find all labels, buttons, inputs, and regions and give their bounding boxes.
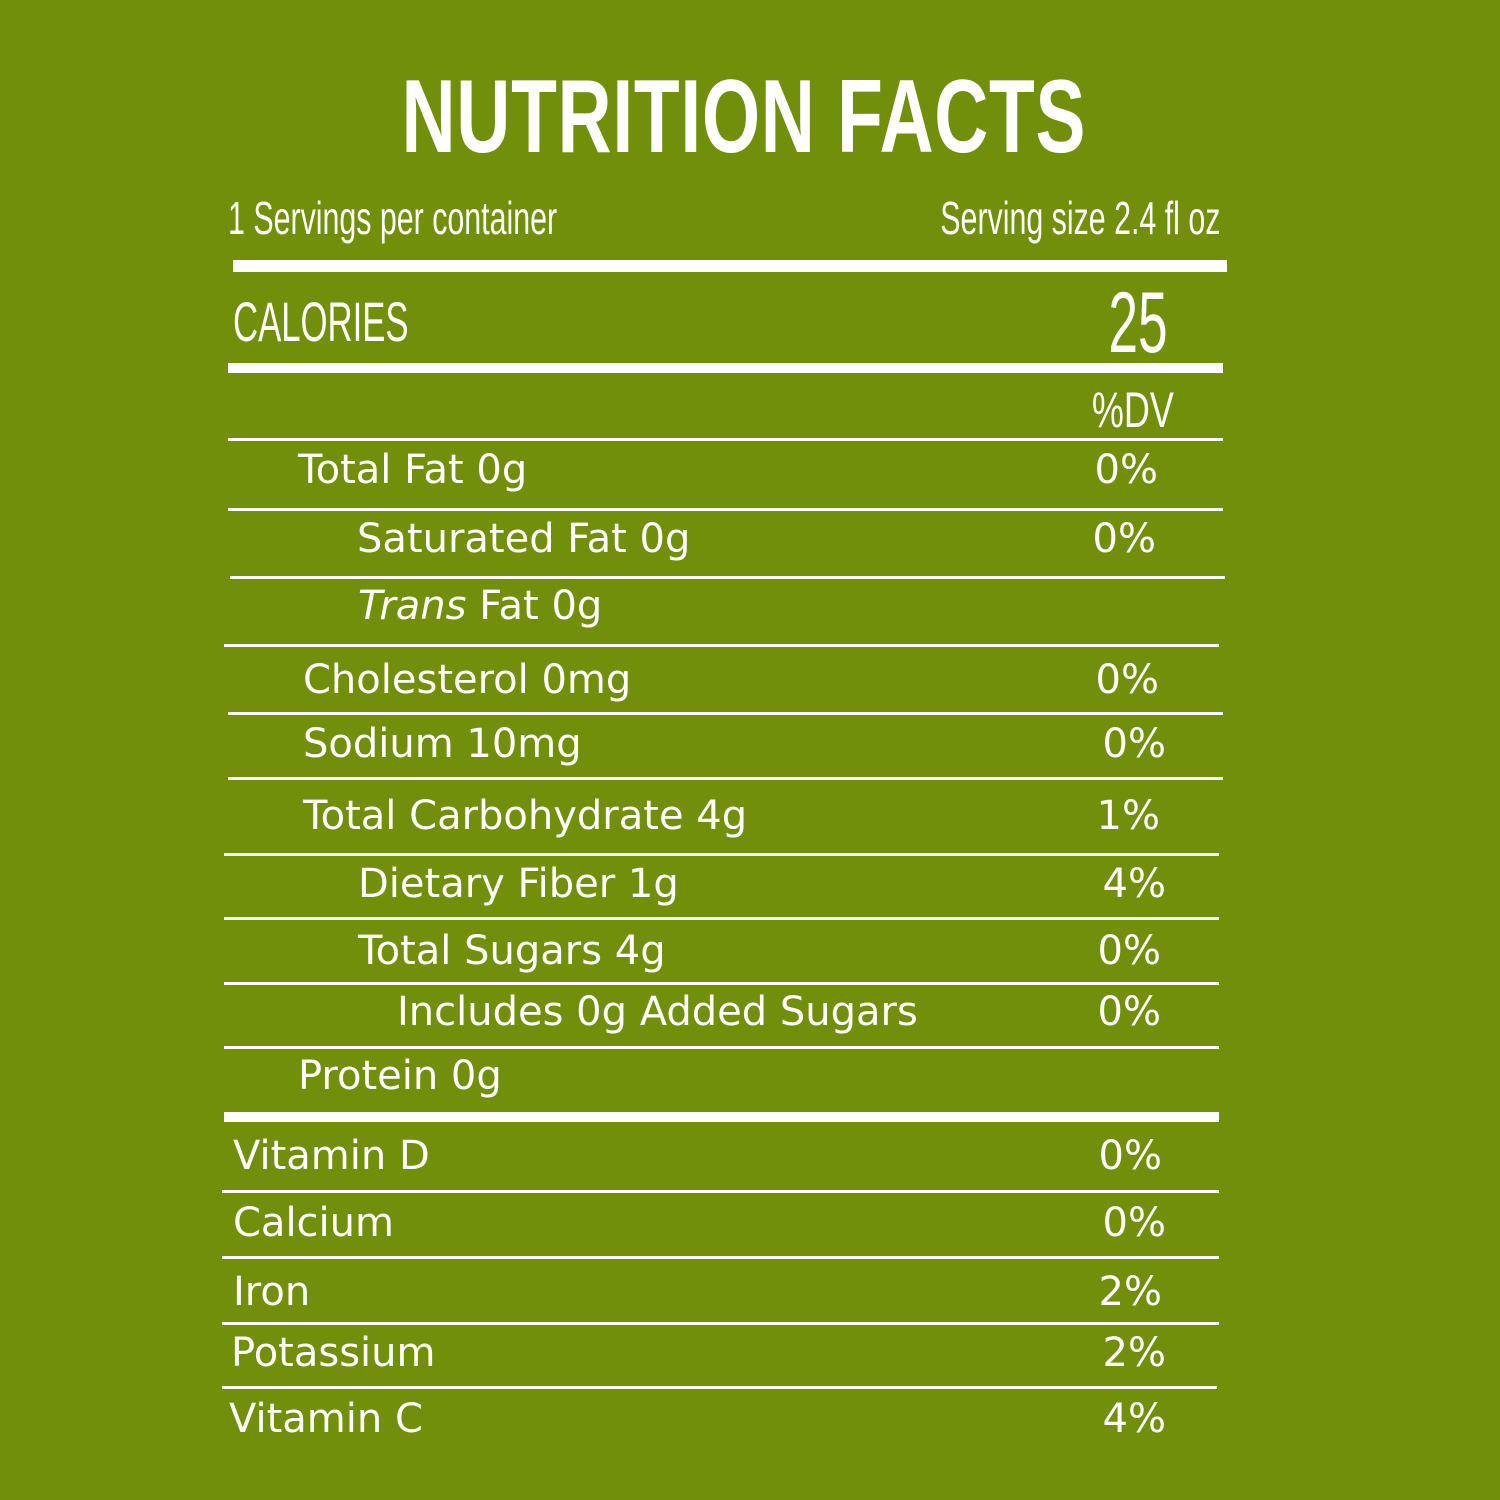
nutrient-label: Includes 0g Added Sugars <box>397 989 918 1035</box>
divider-dv <box>228 438 1223 441</box>
nutrient-dv: 1% <box>1096 793 1160 839</box>
vitamin-dv: 0% <box>1102 1200 1166 1246</box>
nutrient-label: Trans Fat 0g <box>358 582 602 630</box>
trans-label-italic: Trans <box>358 583 467 629</box>
nutrient-label: Sodium 10mg <box>303 721 582 767</box>
vitamin-label: Iron <box>233 1269 311 1315</box>
nutrient-label: Total Carbohydrate 4g <box>303 793 748 839</box>
divider-thick-vitamins <box>224 1112 1219 1122</box>
nutrient-label: Protein 0g <box>298 1053 502 1099</box>
calories-label: CALORIES <box>233 290 409 353</box>
nutrient-label: Total Sugars 4g <box>358 928 666 974</box>
calories-value: 25 <box>1108 275 1168 371</box>
divider-row <box>224 644 1219 647</box>
divider-row <box>224 1046 1219 1049</box>
vitamin-label: Potassium <box>231 1330 436 1376</box>
nutrient-dv: 0% <box>1102 721 1166 767</box>
vitamin-dv: 0% <box>1098 1133 1162 1179</box>
percent-daily-value-header: %DV <box>1091 382 1174 438</box>
serving-size: Serving size 2.4 fl oz <box>939 192 1220 244</box>
nutrient-label: Dietary Fiber 1g <box>358 861 679 907</box>
divider-row <box>224 853 1219 856</box>
divider-row <box>224 917 1219 920</box>
divider-row <box>222 1190 1219 1193</box>
divider-row <box>222 1386 1217 1389</box>
vitamin-label: Calcium <box>233 1200 394 1246</box>
vitamin-dv: 2% <box>1098 1269 1162 1315</box>
divider-row <box>228 777 1223 780</box>
divider-row <box>222 1322 1219 1325</box>
page-title: NUTRITION FACTS <box>401 59 1087 175</box>
nutrient-label: Saturated Fat 0g <box>357 516 691 562</box>
vitamin-label: Vitamin D <box>233 1133 430 1179</box>
nutrient-dv: 0% <box>1097 989 1161 1035</box>
divider-row <box>228 712 1223 715</box>
nutrient-dv: 0% <box>1097 928 1161 974</box>
vitamin-label: Vitamin C <box>229 1396 423 1442</box>
vitamin-dv: 2% <box>1102 1330 1166 1376</box>
vitamin-dv: 4% <box>1102 1396 1166 1442</box>
divider-row <box>222 1256 1219 1259</box>
nutrient-dv: 0% <box>1092 516 1156 562</box>
nutrient-dv: 0% <box>1094 447 1158 493</box>
nutrient-dv: 4% <box>1102 861 1166 907</box>
divider-row <box>224 982 1219 985</box>
divider-row <box>228 508 1223 511</box>
nutrient-label: Total Fat 0g <box>298 447 528 493</box>
servings-per-container: 1 Servings per container <box>228 192 558 244</box>
nutrient-label: Cholesterol 0mg <box>303 657 632 703</box>
divider-thick-calories <box>228 363 1223 373</box>
divider-thick-top <box>233 260 1227 272</box>
nutrient-dv: 0% <box>1095 657 1159 703</box>
trans-label-rest: Fat 0g <box>466 583 603 629</box>
divider-row <box>230 576 1225 579</box>
